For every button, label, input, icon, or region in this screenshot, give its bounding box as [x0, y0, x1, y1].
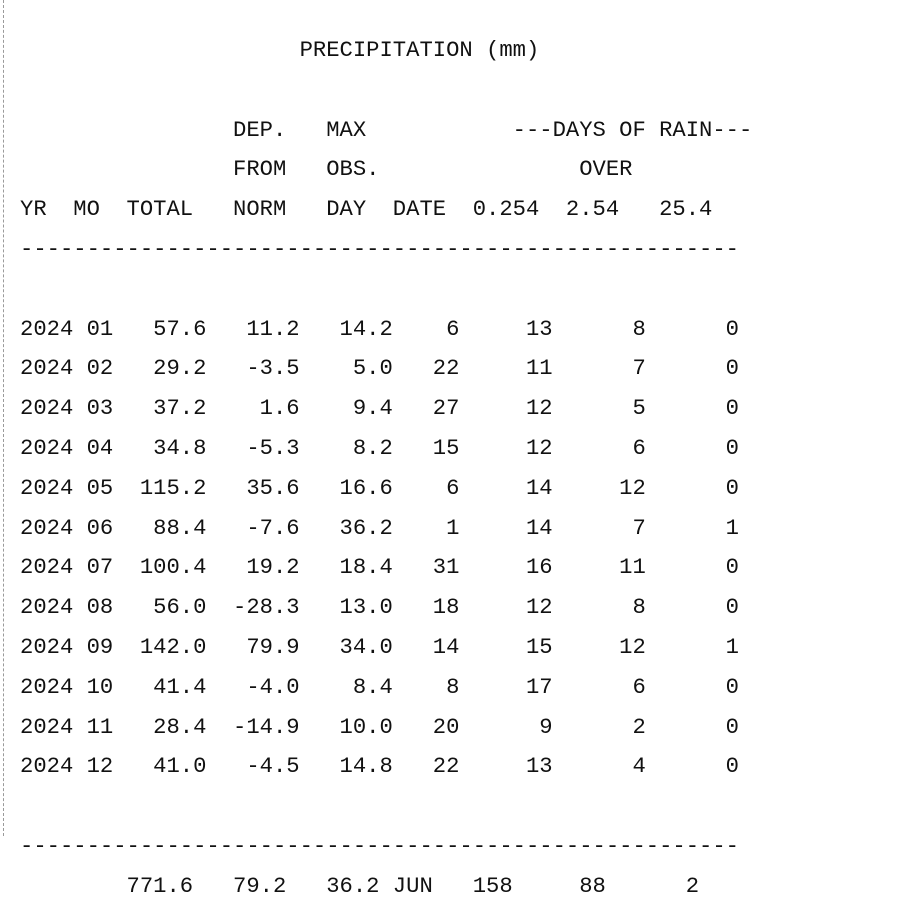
data-row-2024-09: 2024 09 142.0 79.9 34.0 14 15 12 1: [20, 634, 739, 660]
column-header-line-1: DEP. MAX ---DAYS OF RAIN---: [20, 117, 753, 143]
data-row-2024-04: 2024 04 34.8 -5.3 8.2 15 12 6 0: [20, 435, 739, 461]
data-row-blank-spacer: [20, 270, 752, 310]
page-left-dashed-border: [3, 0, 4, 836]
data-row-2024-12: 2024 12 41.0 -4.5 14.8 22 13 4 0: [20, 754, 739, 780]
report-title-line: PRECIPITATION (mm): [20, 38, 540, 63]
data-row-2024-11: 2024 11 28.4 -14.9 10.0 20 9 2 0: [20, 714, 739, 740]
footer-separator-line: ----------------------------------------…: [20, 833, 739, 859]
data-row-2024-07: 2024 07 100.4 19.2 18.4 31 16 11 0: [20, 555, 739, 581]
data-row-2024-08: 2024 08 56.0 -28.3 13.0 18 12 8 0: [20, 595, 739, 621]
column-header-line-2: FROM OBS. OVER: [20, 157, 633, 183]
footer-blank-spacer: [20, 787, 752, 827]
data-row-2024-05: 2024 05 115.2 35.6 16.6 6 14 12 0: [20, 475, 739, 501]
precipitation-report: PRECIPITATION (mm) DEP. MAX ---DAYS OF R…: [20, 31, 752, 907]
report-blank-line: [20, 71, 752, 111]
data-row-2024-01: 2024 01 57.6 11.2 14.2 6 13 8 0: [20, 316, 739, 342]
data-row-2024-03: 2024 03 37.2 1.6 9.4 27 12 5 0: [20, 396, 739, 422]
column-header-line-3: YR MO TOTAL NORM DAY DATE 0.254 2.54 25.…: [20, 197, 713, 223]
data-row-2024-02: 2024 02 29.2 -3.5 5.0 22 11 7 0: [20, 356, 739, 382]
data-row-2024-06: 2024 06 88.4 -7.6 36.2 1 14 7 1: [20, 515, 739, 541]
data-row-2024-10: 2024 10 41.4 -4.0 8.4 8 17 6 0: [20, 674, 739, 700]
annual-total-line: 771.6 79.2 36.2 JUN 158 88 2: [20, 873, 700, 899]
header-separator-line: ----------------------------------------…: [20, 236, 739, 262]
